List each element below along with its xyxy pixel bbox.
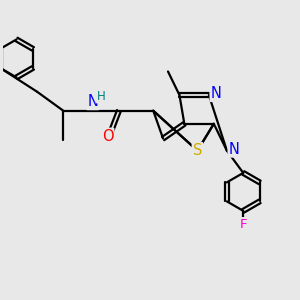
Text: H: H	[97, 90, 105, 103]
Text: N: N	[211, 86, 221, 101]
Text: S: S	[193, 143, 202, 158]
Text: O: O	[102, 129, 113, 144]
Text: N: N	[229, 142, 239, 157]
Text: F: F	[239, 218, 247, 231]
Text: N: N	[87, 94, 98, 109]
